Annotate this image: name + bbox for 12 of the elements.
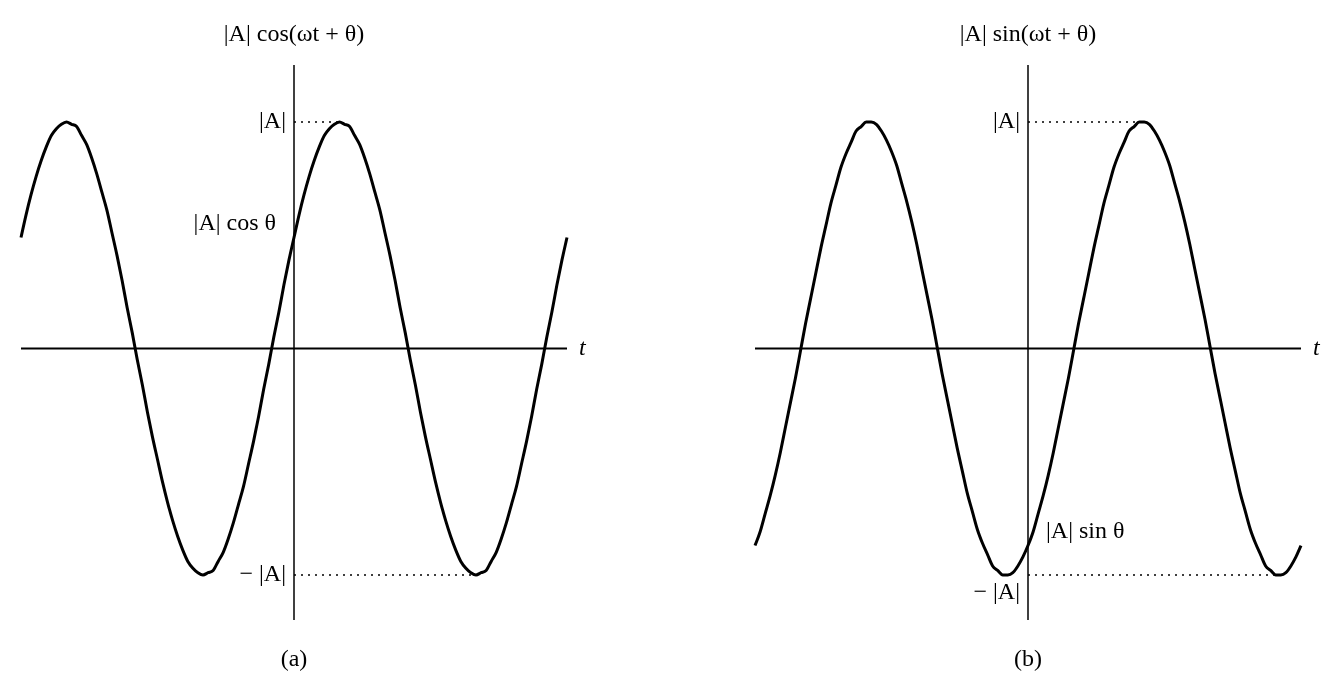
annotation: |A| cos θ <box>193 208 277 235</box>
text: (b) <box>1014 645 1042 672</box>
ref-line-label: − |A| <box>239 560 286 587</box>
ref-line-label: |A| <box>993 107 1020 134</box>
annotation: |A| sin θ <box>1046 516 1125 543</box>
ref-line-label: − |A| <box>973 578 1020 605</box>
ref-line-label: |A| <box>259 107 286 134</box>
text: (a) <box>280 645 308 672</box>
y-axis-title: |A| sin(ωt + θ) <box>959 20 1097 47</box>
x-axis-title: t <box>579 333 587 360</box>
y-axis-title: |A| cos(ωt + θ) <box>223 20 365 47</box>
x-axis-title: t <box>1313 333 1321 360</box>
